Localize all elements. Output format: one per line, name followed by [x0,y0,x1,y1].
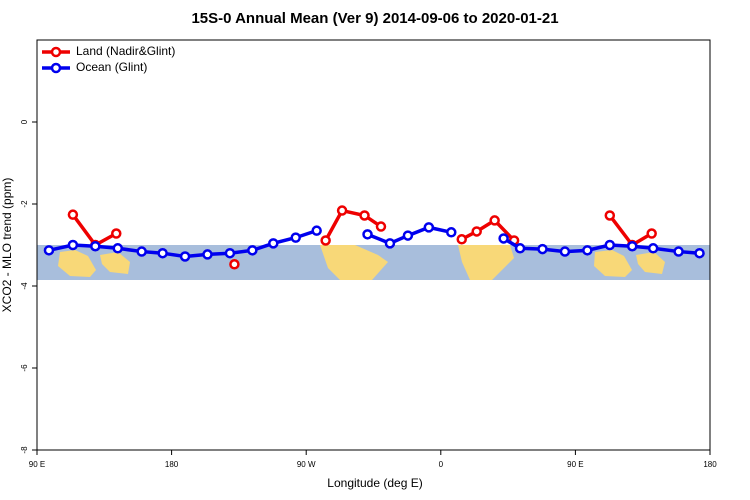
legend-label: Land (Nadir&Glint) [76,44,175,58]
point [311,225,322,236]
x-tick-label: 0 [439,460,444,469]
point [559,246,571,257]
legend-label: Ocean (Glint) [76,60,147,74]
y-tick-label: -6 [20,364,29,372]
map-background [37,245,710,280]
point [604,210,616,221]
point [157,247,168,259]
point [582,245,593,256]
y-tick-label: -4 [20,282,29,290]
point [67,239,79,251]
point [446,227,457,238]
plot-frame [36,39,711,451]
y-tick-label: 0 [20,119,29,124]
point [498,233,509,244]
point [647,243,659,254]
point [229,259,240,270]
point [90,240,101,252]
point [471,226,482,237]
y-tick-label: -2 [20,200,29,208]
point [456,234,467,245]
point [537,243,548,255]
point [112,243,124,254]
point [67,209,79,220]
point [604,239,616,251]
point [336,205,348,216]
x-axis-label: Longitude (deg E) [327,476,422,490]
point [514,243,526,254]
legend-marker [50,46,62,58]
x-tick-label: 90 E [567,460,583,469]
point [136,246,147,257]
y-tick-label: -8 [20,446,29,454]
point [202,249,213,260]
point [384,238,396,249]
point [402,230,414,241]
point [224,247,236,259]
point [375,221,387,232]
x-tick-label: 90 E [29,460,45,469]
point [694,247,705,259]
point [247,245,258,256]
point [43,245,55,256]
x-tick-label: 90 W [297,460,316,469]
point [646,228,657,239]
point [290,232,301,243]
x-tick-label: 180 [703,460,717,469]
point [673,246,684,257]
point [489,215,500,226]
point [423,222,435,233]
point [320,235,331,246]
point [626,240,638,252]
point [179,251,191,262]
point [111,228,122,239]
point [362,229,373,240]
legend-marker [50,62,62,74]
x-tick-label: 180 [165,460,179,469]
y-axis-label: XCO2 - MLO trend (ppm) [0,178,14,313]
chart-title: 15S-0 Annual Mean (Ver 9) 2014-09-06 to … [191,10,558,27]
point [359,210,370,221]
point [268,238,279,249]
